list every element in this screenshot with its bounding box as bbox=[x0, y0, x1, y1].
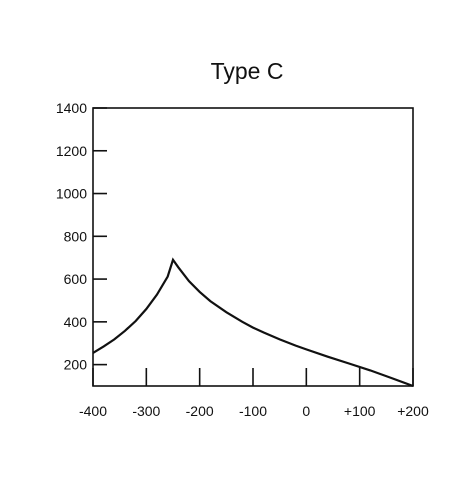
x-tick-label: +100 bbox=[344, 403, 376, 419]
y-tick-label: 200 bbox=[64, 357, 88, 373]
x-tick-label: -200 bbox=[186, 403, 214, 419]
plot-frame bbox=[92, 107, 414, 387]
x-tick-label: -300 bbox=[132, 403, 160, 419]
x-axis: -400 -300 -200 -100 0 +100 +200 bbox=[79, 368, 429, 419]
y-tick-label: 800 bbox=[64, 228, 88, 244]
x-tick-label: -400 bbox=[79, 403, 107, 419]
x-tick-label: +200 bbox=[397, 403, 429, 419]
x-tick-label: 0 bbox=[302, 403, 310, 419]
series-line bbox=[92, 257, 414, 388]
chart-title: Type C bbox=[211, 58, 284, 84]
y-tick-label: 600 bbox=[64, 271, 88, 287]
y-tick-label: 1000 bbox=[56, 186, 87, 202]
x-tick-label: -100 bbox=[239, 403, 267, 419]
y-axis: 200 400 600 800 1000 1200 1400 bbox=[56, 100, 107, 373]
y-tick-label: 400 bbox=[64, 314, 88, 330]
y-tick-label: 1200 bbox=[56, 143, 87, 159]
y-tick-label: 1400 bbox=[56, 100, 87, 116]
